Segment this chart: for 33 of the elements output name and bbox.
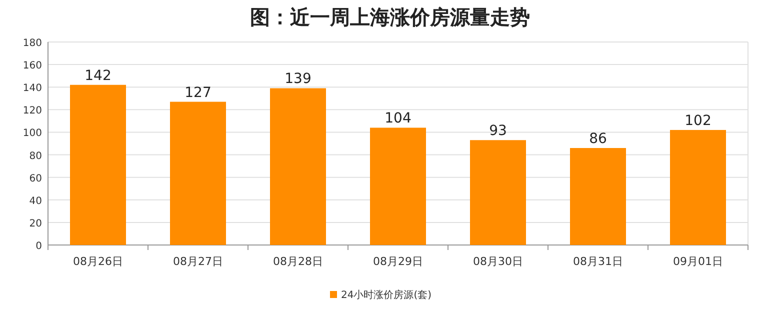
y-tick-label: 180 <box>22 38 42 49</box>
bar <box>170 102 226 245</box>
y-tick-label: 40 <box>29 196 42 207</box>
bar <box>570 148 626 245</box>
bar <box>270 88 326 245</box>
data-label: 104 <box>384 110 412 127</box>
y-tick-label: 60 <box>29 173 42 184</box>
data-label: 86 <box>589 131 607 148</box>
bar <box>70 84 126 245</box>
y-tick-label: 20 <box>29 218 42 230</box>
y-tick-label: 120 <box>22 106 42 117</box>
data-label: 142 <box>84 68 112 84</box>
data-label: 102 <box>684 112 712 129</box>
x-tick-label: 08月31日 <box>573 255 623 268</box>
x-tick-label: 09月01日 <box>673 255 723 268</box>
x-tick-label: 08月27日 <box>173 255 223 268</box>
x-tick-label: 08月26日 <box>73 255 123 268</box>
x-tick-label: 08月28日 <box>273 255 323 268</box>
y-tick-label: 80 <box>29 150 42 162</box>
bar <box>670 130 726 245</box>
y-tick-label: 140 <box>22 83 42 94</box>
data-label: 127 <box>184 84 212 101</box>
chart-title: 图：近一周上海涨价房源量走势 <box>250 5 530 29</box>
data-label: 139 <box>284 71 312 88</box>
x-tick-label: 08月29日 <box>373 255 423 268</box>
bar <box>370 128 426 245</box>
y-tick-label: 0 <box>36 241 42 252</box>
x-tick-label: 08月30日 <box>473 255 523 268</box>
bar <box>470 140 526 245</box>
y-tick-label: 100 <box>22 128 42 140</box>
y-tick-label: 160 <box>22 60 42 72</box>
data-label: 93 <box>489 123 507 140</box>
legend-label: 24小时涨价房源(套) <box>341 289 432 301</box>
